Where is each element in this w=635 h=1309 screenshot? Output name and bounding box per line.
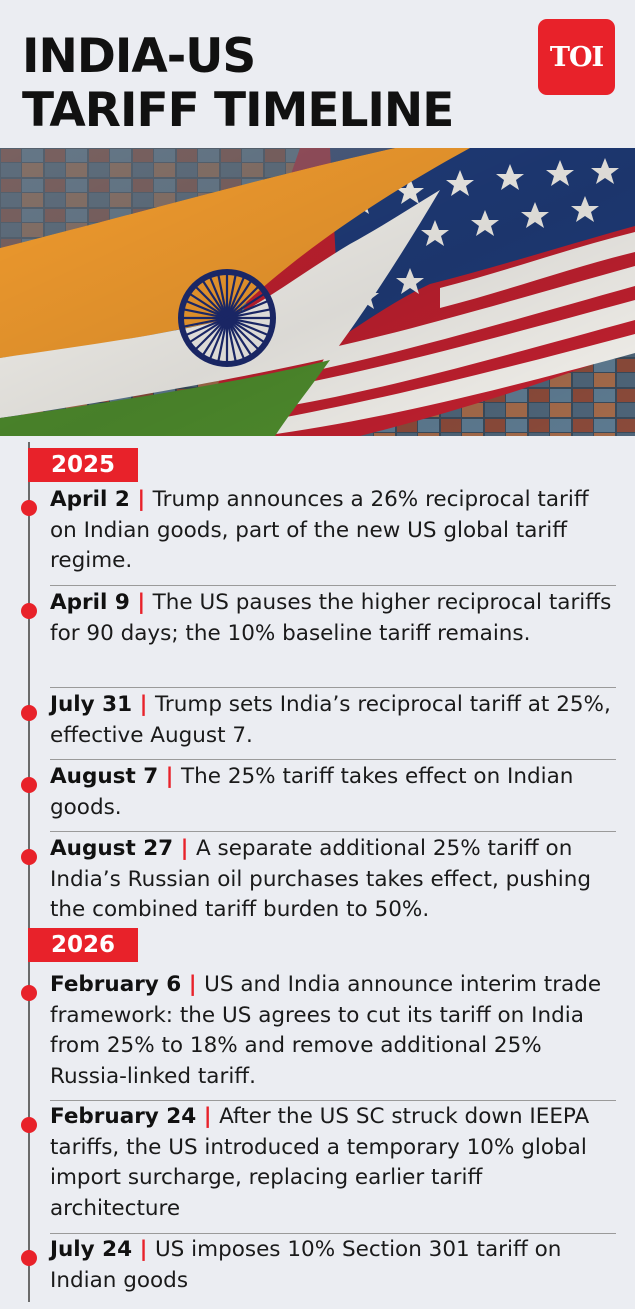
year-badge-2025: 2025 (28, 448, 138, 482)
timeline-entry: August 27 | A separate additional 25% ta… (50, 834, 616, 926)
timeline-entry: July 31 | Trump sets India’s reciprocal … (50, 690, 616, 751)
title-line-1: INDIA-US (22, 29, 256, 84)
hero-flags-image (0, 148, 635, 436)
timeline-entry: July 24 | US imposes 10% Section 301 tar… (50, 1235, 616, 1296)
entry-separator: | (188, 972, 205, 997)
entry-divider (50, 1233, 616, 1234)
timeline-entry: February 6 | US and India announce inter… (50, 970, 616, 1092)
entry-date: April 9 (50, 590, 138, 615)
timeline-dot (21, 1250, 37, 1266)
entry-text: US and India announce interim trade fram… (50, 972, 602, 1089)
entry-divider (50, 687, 616, 688)
entry-text: The 25% tariff takes effect on Indian go… (50, 764, 574, 820)
entry-text: Trump sets India’s reciprocal tariff at … (50, 692, 611, 748)
entry-separator: | (165, 764, 181, 789)
entry-date: February 6 (50, 972, 189, 997)
entry-date: August 27 (50, 836, 181, 861)
timeline-entry: April 2 | Trump announces a 26% reciproc… (50, 485, 616, 577)
entry-separator: | (139, 692, 155, 717)
timeline-dot (21, 500, 37, 516)
timeline-dot (21, 705, 37, 721)
entry-divider (50, 759, 616, 760)
timeline-dot (21, 849, 37, 865)
timeline: 2025 April 2 | Trump announces a 26% rec… (0, 436, 635, 1309)
timeline-entry: August 7 | The 25% tariff takes effect o… (50, 762, 616, 823)
entry-date: July 24 (50, 1237, 140, 1262)
entry-date: August 7 (50, 764, 166, 789)
entry-text: US imposes 10% Section 301 tariff on Ind… (50, 1237, 562, 1293)
year-badge-2026: 2026 (28, 928, 138, 962)
page-title: INDIA-US TARIFF TIMELINE (22, 29, 454, 138)
toi-logo: TOI (538, 19, 615, 95)
entry-separator: | (180, 836, 196, 861)
flags-illustration (0, 148, 635, 436)
entry-separator: | (203, 1104, 220, 1129)
entry-date: July 31 (50, 692, 140, 717)
entry-divider (50, 585, 616, 586)
entry-divider (50, 1100, 616, 1101)
title-line-2: TARIFF TIMELINE (22, 83, 454, 138)
timeline-dot (21, 777, 37, 793)
timeline-dot (21, 603, 37, 619)
entry-date: April 2 (50, 487, 138, 512)
timeline-line (28, 442, 30, 1302)
entry-divider (50, 831, 616, 832)
timeline-entry: April 9 | The US pauses the higher recip… (50, 588, 616, 649)
entry-separator: | (139, 1237, 155, 1262)
timeline-dot (21, 1117, 37, 1133)
entry-text: The US pauses the higher reciprocal tari… (50, 590, 612, 646)
timeline-entry: February 24 | After the US SC struck dow… (50, 1102, 616, 1224)
entry-date: February 24 (50, 1104, 204, 1129)
entry-separator: | (137, 590, 153, 615)
entry-text: Trump announces a 26% reciprocal tariff … (50, 487, 589, 573)
entry-text: A separate additional 25% tariff on Indi… (50, 836, 591, 922)
entry-text: After the US SC struck down IEEPA tariff… (50, 1104, 590, 1221)
header: INDIA-US TARIFF TIMELINE TOI (0, 0, 635, 148)
entry-separator: | (137, 487, 153, 512)
timeline-dot (21, 985, 37, 1001)
